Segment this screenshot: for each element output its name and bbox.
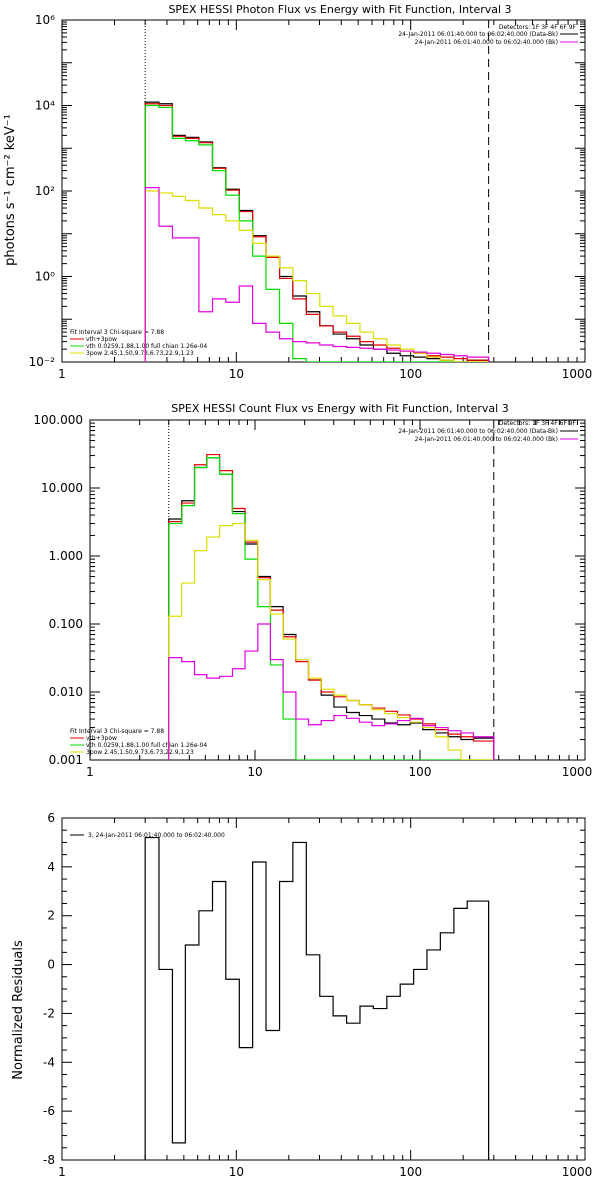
y-tick-label: 0.001 <box>49 753 83 767</box>
legend-left-label-2: 3pow 2.45,1.50,9.73,6.73,22.9,1.23 <box>86 749 194 756</box>
photon-flux-panel: SPEX HESSI Photon Flux vs Energy with Fi… <box>3 3 592 381</box>
y-tick-label: 10.000 <box>41 481 83 495</box>
chart-title: SPEX HESSI Count Flux vs Energy with Fit… <box>171 402 508 415</box>
legend-right-label-0: 24-Jan-2011 06:01:40.000 to 06:02:40.000… <box>398 428 558 435</box>
x-tick-label: 1 <box>58 1165 66 1179</box>
legend-right-label-0: 24-Jan-2011 06:01:40.000 to 06:02:40.000… <box>398 31 558 38</box>
x-tick-label: 1000 <box>562 765 593 779</box>
y-axis-label: photons s⁻¹ cm⁻² keV⁻¹ <box>3 114 18 266</box>
y-tick-label: -8 <box>43 1153 55 1167</box>
y-tick-label: 10⁻² <box>29 355 56 369</box>
x-tick-label: 1 <box>58 367 66 381</box>
series-line-vth+3pow <box>168 453 495 760</box>
y-tick-label: 100.000 <box>33 413 83 427</box>
x-tick-label: 10 <box>229 1165 244 1179</box>
residuals-panel: Normalized Residuals 3, 24-Jan-2011 06:0… <box>11 811 592 1179</box>
legend-label-0: 3, 24-Jan-2011 06:01:40.000 to 06:02:40.… <box>88 832 225 839</box>
y-tick-label: 10⁰ <box>35 270 55 284</box>
y-tick-label: 4 <box>47 860 55 874</box>
legend-left-header: Fit Interval 3 Chi-square = 7.88 <box>70 728 164 735</box>
x-tick-label: 10 <box>229 367 244 381</box>
legend-left-label-1: vth 0.0259,1.88,1.00 full chian 1.26e-04 <box>86 343 207 350</box>
legend-right-label-1: 24-Jan-2011 06:01:40.000 to 06:02:40.000… <box>415 39 558 46</box>
legend-left-header: Fit Interval 3 Chi-square = 7.88 <box>70 329 164 336</box>
y-tick-label: 2 <box>47 909 55 923</box>
detectors-label: Detectors: 1F 3F 4F 6F 9F <box>499 420 577 427</box>
legend-left-label-0: vth+3pow <box>86 735 117 742</box>
series-line-vth+3pow <box>144 103 490 362</box>
y-tick-label: 10⁴ <box>35 99 55 113</box>
series-line-vth <box>168 456 494 760</box>
x-tick-label: 100 <box>409 765 432 779</box>
x-tick-label: 10 <box>247 765 262 779</box>
legend-left-label-1: vth 0.0259,1.88,1.00 full chian 1.26e-04 <box>86 742 207 749</box>
x-tick-label: 1000 <box>562 1165 593 1179</box>
plot-frame <box>61 817 586 1161</box>
y-tick-label: -6 <box>43 1104 55 1118</box>
series-line-Bk <box>144 187 490 362</box>
x-tick-label: 1000 <box>562 367 593 381</box>
chart-title: SPEX HESSI Photon Flux vs Energy with Fi… <box>168 3 511 16</box>
y-tick-label: 1.000 <box>49 549 83 563</box>
y-tick-label: 6 <box>47 811 55 825</box>
y-tick-label: 0.100 <box>49 617 83 631</box>
y-tick-label: -4 <box>43 1055 55 1069</box>
x-tick-label: 100 <box>399 1165 422 1179</box>
series-line-3pow <box>144 190 489 362</box>
legend-left-label-2: 3pow 2.45,1.50,9.73,6.73,22.9,1.23 <box>86 350 194 357</box>
series-line-3pow <box>168 522 494 760</box>
y-tick-label: 10⁶ <box>35 13 55 27</box>
y-tick-label: 0 <box>47 958 55 972</box>
y-axis-label: Normalized Residuals <box>11 940 26 1080</box>
legend-right-label-1: 24-Jan-2011 06:01:40.000 to 06:02:40.000… <box>415 436 558 443</box>
count-flux-panel: SPEX HESSI Count Flux vs Energy with Fit… <box>33 402 592 779</box>
y-tick-label: 0.010 <box>49 685 83 699</box>
x-tick-label: 1 <box>86 765 94 779</box>
plot-frame <box>89 419 586 761</box>
x-tick-label: 100 <box>399 367 422 381</box>
legend-left-label-0: vth+3pow <box>86 336 117 343</box>
y-tick-label: -2 <box>43 1006 55 1020</box>
detectors-label: Detectors: 1F 3F 4F 6F 9F <box>499 24 577 31</box>
plot-frame <box>61 19 586 363</box>
series-line-Bk <box>168 623 495 760</box>
y-tick-label: 10² <box>35 184 55 198</box>
series-line-vth <box>144 104 489 362</box>
series-line-Data-Bk <box>168 456 495 760</box>
series-line-residuals <box>144 836 490 1160</box>
